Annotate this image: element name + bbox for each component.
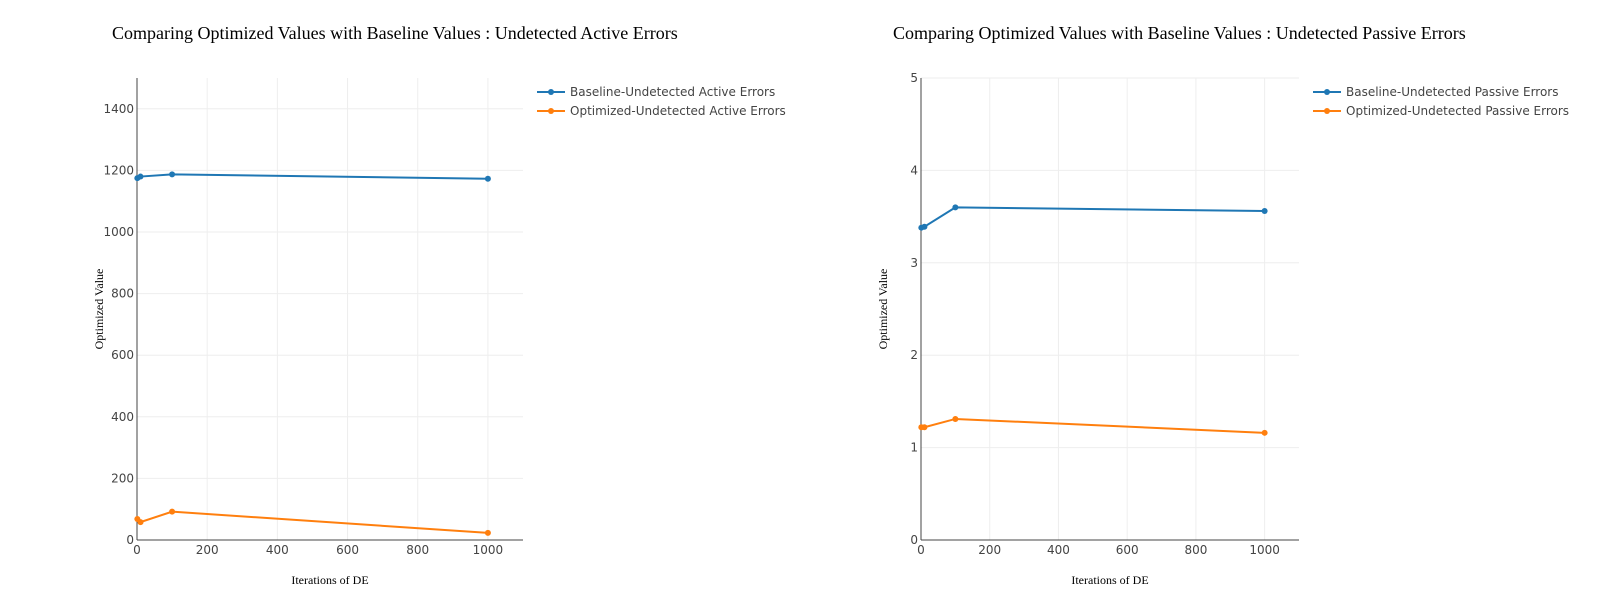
y-tick-label-passive: 1	[910, 441, 918, 455]
x-tick-label-active: 1000	[473, 543, 504, 557]
data-point-active-0	[484, 175, 491, 182]
data-point-passive-0	[952, 204, 959, 211]
y-tick-label-passive: 3	[910, 256, 918, 270]
y-tick-label-active: 1200	[103, 163, 134, 177]
data-point-passive-1	[952, 415, 959, 422]
legend-swatch-marker-active-0	[548, 89, 554, 95]
y-axis-title-active: Optimized Value	[92, 269, 106, 350]
x-tick-label-active: 600	[336, 543, 359, 557]
series-line-active-1	[136, 510, 488, 534]
data-point-active-1	[137, 519, 144, 526]
y-tick-label-active: 600	[111, 348, 134, 362]
x-tick-label-active: 200	[196, 543, 219, 557]
x-tick-label-passive: 600	[1116, 543, 1139, 557]
x-axis-title-passive: Iterations of DE	[1071, 573, 1148, 587]
y-tick-label-passive: 0	[910, 533, 918, 547]
data-point-passive-1	[921, 424, 928, 431]
y-tick-label-passive: 4	[910, 163, 918, 177]
x-axis-title-active: Iterations of DE	[291, 573, 368, 587]
legend-swatch-marker-passive-0	[1324, 89, 1330, 95]
chart-title-active: Comparing Optimized Values with Baseline…	[112, 23, 678, 43]
y-tick-label-active: 1000	[103, 225, 134, 239]
data-point-passive-0	[1261, 208, 1268, 215]
series-line-active-0	[136, 173, 488, 180]
legend-swatch-marker-passive-1	[1324, 108, 1330, 114]
y-tick-label-active: 800	[111, 287, 134, 301]
y-axis-title-passive: Optimized Value	[876, 269, 890, 350]
y-tick-label-passive: 5	[910, 71, 918, 85]
legend-label-active-1: Optimized-Undetected Active Errors	[570, 104, 786, 118]
series-line-passive-0	[921, 206, 1265, 229]
series-line-passive-1	[921, 417, 1265, 434]
legend-label-passive-1: Optimized-Undetected Passive Errors	[1346, 104, 1569, 118]
y-tick-label-active: 200	[111, 471, 134, 485]
x-tick-label-passive: 200	[978, 543, 1001, 557]
data-point-active-1	[484, 529, 491, 536]
x-tick-label-passive: 1000	[1249, 543, 1280, 557]
y-tick-label-active: 400	[111, 410, 134, 424]
data-point-active-0	[169, 171, 176, 178]
legend-label-active-0: Baseline-Undetected Active Errors	[570, 85, 775, 99]
x-tick-label-passive: 400	[1047, 543, 1070, 557]
x-tick-label-active: 0	[133, 543, 141, 557]
y-tick-label-passive: 2	[910, 348, 918, 362]
y-tick-label-active: 0	[126, 533, 134, 547]
x-tick-label-passive: 0	[917, 543, 925, 557]
data-point-active-1	[169, 508, 176, 515]
x-tick-label-active: 400	[266, 543, 289, 557]
legend-label-passive-0: Baseline-Undetected Passive Errors	[1346, 85, 1559, 99]
x-tick-label-passive: 800	[1184, 543, 1207, 557]
data-point-passive-0	[921, 223, 928, 230]
x-tick-label-active: 800	[406, 543, 429, 557]
y-tick-label-active: 1400	[103, 102, 134, 116]
data-point-active-0	[137, 173, 144, 180]
data-point-passive-1	[1261, 429, 1268, 436]
chart-title-passive: Comparing Optimized Values with Baseline…	[893, 23, 1466, 43]
legend-swatch-marker-active-1	[548, 108, 554, 114]
